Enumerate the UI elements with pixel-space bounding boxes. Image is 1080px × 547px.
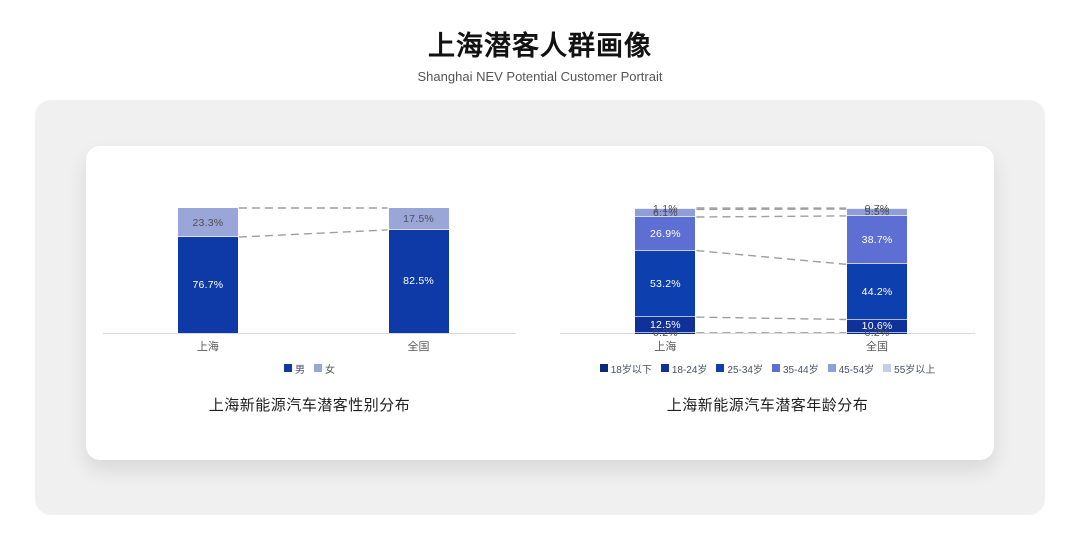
legend-swatch	[827, 364, 836, 372]
bar-value-label: 6.1%	[653, 207, 678, 220]
legend-item: 18岁以下	[599, 361, 652, 376]
bar-segment	[635, 250, 696, 318]
bar-value-label: 10.6%	[861, 320, 893, 333]
bar-segment	[635, 217, 696, 251]
age-distribution-chart: 0.2% 12.5% 53.2% 26.9% 6.1% 1.1% 0.2% 10.6% 44.2…	[560, 183, 975, 415]
age-chart-legend: 18岁以下 18-24岁 25-34岁 35-44岁 45-54岁 55岁以上	[560, 361, 975, 376]
age-chart-plot: 0.2% 12.5% 53.2% 26.9% 6.1% 1.1% 0.2% 10.6% 44.2…	[560, 183, 975, 339]
bar-segment	[388, 229, 449, 333]
legend-swatch	[599, 364, 608, 372]
bar-value-label: 1.1%	[653, 202, 678, 215]
legend-label: 35-44岁	[783, 364, 819, 376]
legend-item: 女	[314, 361, 335, 376]
bar-segment	[635, 317, 696, 333]
bar-segment	[847, 208, 908, 209]
legend-label: 女	[325, 364, 335, 376]
gender-chart-caption: 上海新能源汽车潜客性别分布	[208, 397, 411, 414]
age-chart-caption: 上海新能源汽车潜客年龄分布	[666, 397, 869, 414]
legend-item: 45-54岁	[827, 361, 875, 376]
legend-label: 25-34岁	[727, 364, 763, 376]
legend-swatch	[883, 364, 892, 372]
page-title: 上海潜客人群画像	[428, 31, 652, 61]
bar-value-label: 82.5%	[403, 275, 434, 288]
bar-segment	[847, 319, 908, 333]
content-panel: 76.7% 23.3% 82.5% 17.5% 上海 全国 男女 上海新能源汽车潜客性别…	[35, 100, 1045, 515]
bar-segment	[847, 264, 908, 320]
bar-segment	[847, 215, 908, 265]
legend-swatch	[284, 364, 292, 372]
bar-value-label: 23.3%	[192, 216, 224, 229]
gender-chart-legend: 男女	[103, 361, 516, 376]
bar-value-label: 44.2%	[861, 285, 893, 298]
legend-label: 18-24岁	[671, 364, 708, 376]
bar-segment	[847, 209, 908, 216]
bar-value-label: 38.7%	[861, 234, 893, 247]
gender-distribution-chart: 76.7% 23.3% 82.5% 17.5% 上海 全国 男女 上海新能源汽车潜客性别…	[103, 183, 516, 415]
gender-chart-categories: 上海 全国	[103, 338, 516, 355]
charts-card: 76.7% 23.3% 82.5% 17.5% 上海 全国 男女 上海新能源汽车潜客性别…	[86, 146, 994, 460]
connector-lines	[696, 207, 847, 333]
bar-segment	[177, 208, 238, 238]
legend-item: 男	[284, 361, 305, 376]
bar-segment	[635, 209, 696, 217]
age-chart-categories: 上海 全国	[560, 338, 975, 355]
bar-value-label: 53.2%	[650, 277, 681, 290]
bar-value-label: 0.2%	[864, 326, 890, 339]
legend-label: 男	[295, 364, 305, 376]
legend-swatch	[314, 364, 322, 372]
legend-item: 55岁以上	[883, 361, 935, 376]
category-label: 全国	[407, 341, 430, 353]
page-subtitle: Shanghai NEV Potential Customer Portrait	[417, 69, 663, 84]
category-label: 上海	[196, 341, 219, 353]
bar-value-label: 12.5%	[650, 318, 681, 331]
legend-item: 25-34岁	[716, 361, 763, 376]
legend-item: 18-24岁	[660, 361, 708, 376]
bar-value-label: 26.9%	[650, 227, 681, 240]
legend-swatch	[660, 364, 669, 372]
category-label: 上海	[654, 341, 677, 353]
bar-value-label: 17.5%	[403, 212, 434, 225]
bar-segment	[635, 208, 696, 210]
bar-value-label: 5.5%	[864, 206, 890, 219]
gender-chart-plot: 76.7% 23.3% 82.5% 17.5%	[103, 183, 516, 334]
legend-item: 35-44岁	[772, 361, 819, 376]
connector-lines	[238, 207, 388, 238]
bar-value-label: 0.2%	[653, 326, 678, 339]
bar-segment	[177, 237, 238, 333]
report-header: 上海潜客人群画像 Shanghai NEV Potential Customer…	[0, 24, 1080, 84]
legend-swatch	[772, 364, 780, 372]
legend-label: 18岁以下	[610, 364, 652, 376]
legend-swatch	[716, 364, 725, 372]
legend-label: 45-54岁	[838, 364, 875, 376]
legend-label: 55岁以上	[894, 364, 936, 376]
bar-value-label: 0.7%	[864, 202, 890, 215]
bar-value-label: 76.7%	[192, 279, 224, 292]
bar-segment	[388, 208, 449, 230]
category-label: 全国	[866, 341, 889, 353]
